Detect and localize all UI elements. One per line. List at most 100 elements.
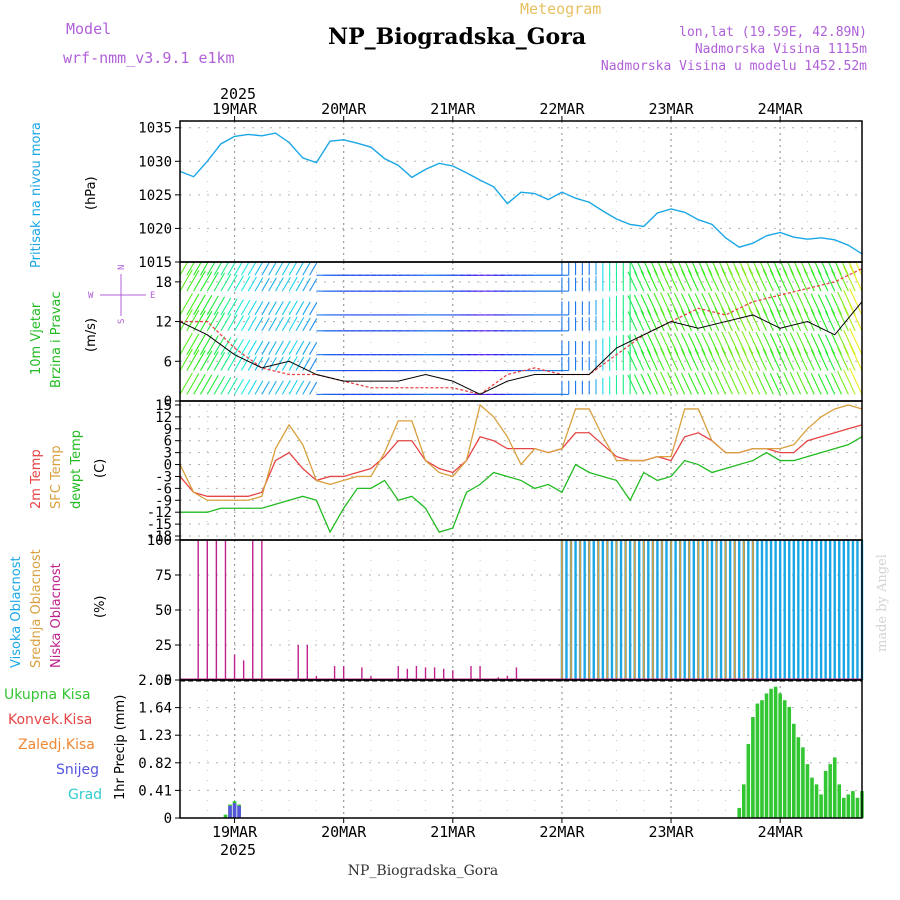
high-cloud-bar: [628, 540, 632, 680]
wind-arrow: [727, 371, 740, 395]
footer-station-name: NP_Biogradska_Gora: [348, 863, 499, 879]
wind-arrow: [667, 268, 679, 292]
y-tick-label: 0.82: [138, 756, 172, 772]
total-precip-bar: [792, 723, 796, 818]
wind-arrow: [193, 262, 202, 276]
wind-arrow: [667, 348, 679, 371]
wind-arrow: [227, 377, 238, 395]
high-cloud-bar: [665, 540, 668, 680]
wind-arrow: [748, 267, 761, 292]
wind-arrow: [843, 369, 856, 395]
wind-arrow: [734, 307, 747, 332]
mid-cloud-bar: [561, 540, 563, 680]
mid-cloud-bar: [752, 540, 754, 680]
wind-ylabel-1: 10m Vjetar: [29, 302, 44, 375]
low-cloud-bar: [206, 540, 208, 680]
high-cloud-bar: [592, 540, 595, 680]
wind-arrow: [268, 277, 277, 292]
temp-unit: (C): [93, 459, 108, 478]
wind-arrow: [261, 317, 270, 332]
wind-arrow: [268, 262, 277, 276]
wind-arrow: [687, 372, 699, 395]
wind-arrow: [288, 316, 298, 332]
wind-arrow: [817, 373, 829, 395]
total-precip-bar: [814, 784, 819, 818]
wind-arrow: [741, 346, 754, 371]
wind-arrow: [673, 308, 686, 332]
wind-arrow: [687, 349, 699, 371]
snow-bar: [237, 805, 241, 818]
high-cloud-bar: [647, 540, 650, 680]
wind-arrow: [714, 371, 727, 395]
wind-arrow: [227, 314, 238, 332]
wind-arrow: [268, 356, 277, 371]
wind-arrow: [281, 356, 291, 371]
wind-arrow: [640, 270, 652, 292]
wind-arrow: [741, 370, 754, 395]
wind-arrow: [647, 349, 658, 371]
high-cloud-bar: [656, 540, 659, 680]
wind-arrow: [796, 308, 808, 332]
mid-cloud-bar: [661, 540, 663, 680]
wind-arrow: [309, 262, 318, 276]
wind-arrow: [302, 317, 311, 332]
total-precip-bar: [782, 700, 787, 818]
wind-arrow: [741, 306, 754, 332]
wind-legend-w: W: [88, 291, 94, 301]
mid-cloud-bar: [642, 540, 645, 680]
high-cloud-bar: [828, 540, 832, 680]
x-day-label-bottom: 23MAR: [648, 823, 694, 841]
wind-arrow: [199, 350, 213, 371]
wind-arrow: [673, 372, 686, 395]
wind-arrow: [199, 334, 213, 355]
wind-arrow: [831, 309, 843, 332]
wind-arrow: [213, 272, 226, 292]
wind-arrow: [295, 340, 305, 355]
wind-arrow: [633, 350, 645, 371]
wind-arrow: [213, 296, 226, 316]
wind-arrow: [680, 348, 692, 371]
mid-cloud-bar: [579, 540, 581, 680]
wind-arrow: [714, 268, 727, 292]
wind-arrow: [234, 315, 244, 332]
mid-cloud-bar: [742, 540, 745, 680]
total-precip-bar: [805, 764, 810, 818]
wind-arrow: [186, 309, 200, 332]
total-precip-bar: [828, 764, 832, 818]
wind-arrow: [694, 372, 706, 395]
wind-arrow: [193, 334, 206, 355]
wind-arrow: [206, 311, 219, 332]
total-precip-bar: [810, 777, 814, 818]
wind-arrow: [734, 346, 747, 371]
wind-arrow: [748, 307, 761, 332]
y-tick-label: 0: [164, 458, 172, 474]
wind-arrow: [817, 270, 829, 292]
wind-arrow: [234, 275, 244, 292]
wind-arrow: [803, 308, 815, 332]
wind-arrow: [755, 268, 768, 292]
wind-arrow: [680, 309, 692, 332]
wind-legend-e: E: [150, 291, 155, 301]
wind-arrow: [220, 313, 232, 332]
wind-arrow: [776, 269, 788, 292]
wind-arrow: [206, 295, 219, 316]
wind-arrow: [640, 349, 652, 371]
wind-arrow: [714, 347, 727, 371]
precip-legend-snow: Snijeg: [56, 762, 99, 778]
wind-arrow: [727, 267, 740, 292]
credit-text: made by Angel: [875, 554, 890, 652]
x-day-label-bottom: 19MAR: [212, 823, 258, 841]
y-tick-label: 1030: [138, 154, 172, 170]
y-tick-label: 0.41: [138, 783, 172, 799]
wind-arrow: [254, 316, 264, 332]
low-cloud-bar: [315, 675, 318, 680]
model-label: Model: [66, 20, 111, 38]
mid-cloud-bar: [588, 540, 590, 680]
wind-arrow: [186, 269, 200, 292]
wind-arrow: [213, 352, 226, 371]
y-tick-label: 9: [164, 422, 172, 438]
high-cloud-bar: [701, 540, 705, 680]
wind-arrow: [227, 262, 237, 276]
wind-arrow: [673, 348, 686, 371]
